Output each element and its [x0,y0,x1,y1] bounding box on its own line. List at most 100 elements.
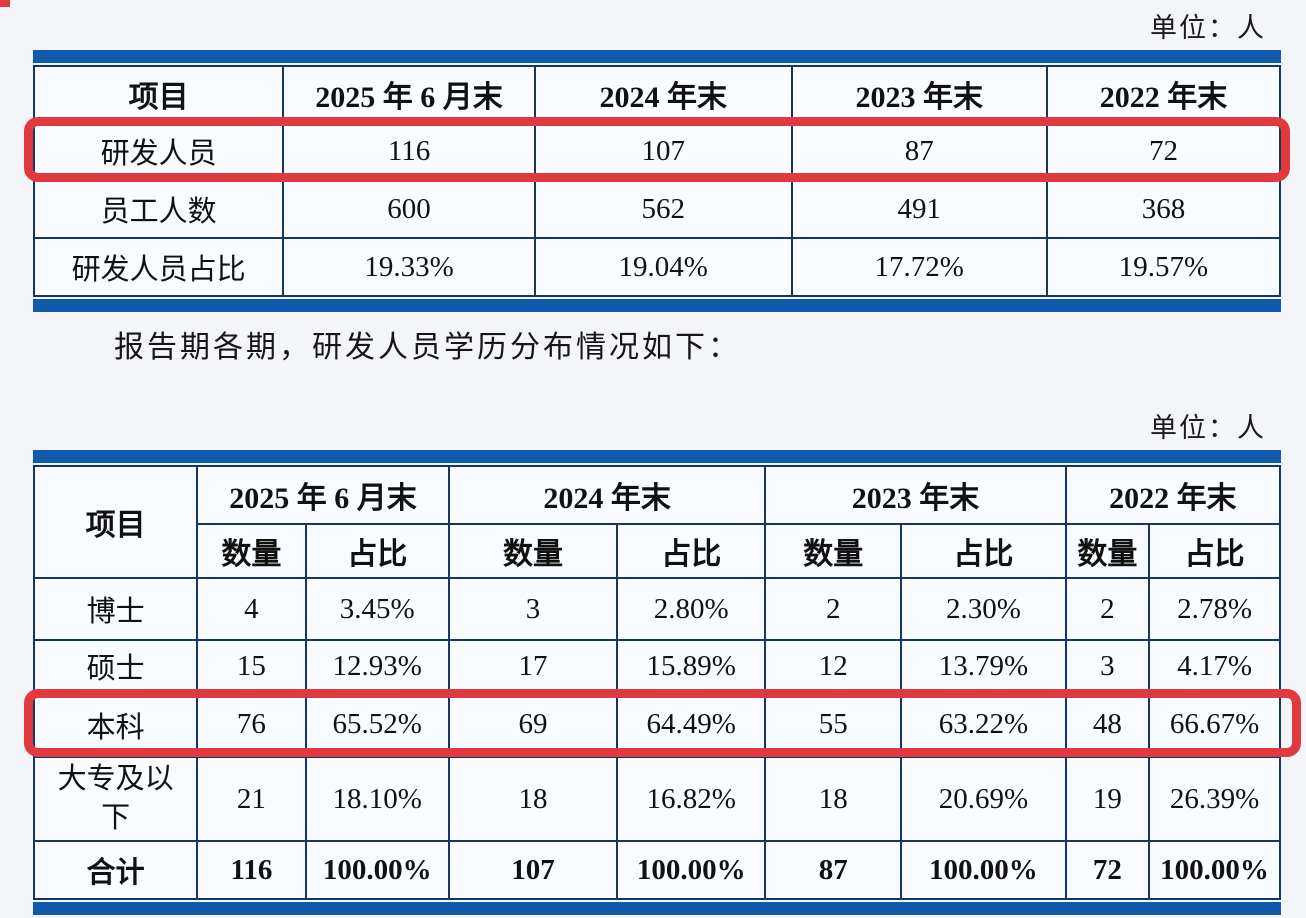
cell-value: 17 [447,639,619,693]
cell-value: 19.33% [282,237,536,297]
cell-value: 13.79% [900,639,1067,693]
cell-value: 3 [447,577,619,641]
row-label: 研发人员占比 [32,237,285,297]
cell-value: 12 [764,639,903,693]
cell-value: 4.17% [1148,639,1281,693]
cell-value: 368 [1045,179,1282,239]
cell-value: 17.72% [790,237,1048,297]
header-2025h1: 2025 年 6 月末 [196,465,450,525]
cell-value: 21 [196,755,307,843]
cell-value: 63.22% [900,691,1067,758]
subheader-ratio: 占比 [1148,523,1281,579]
education-distribution-table: 项目 2025 年 6 月末 2024 年末 2023 年末 2022 年末 数… [32,450,1282,916]
cell-value: 87 [764,840,903,901]
cell-value: 100.00% [304,840,450,901]
rd-personnel-table: 项目 2025 年 6 月末 2024 年末 2023 年末 2022 年末 研… [32,50,1282,312]
cell-value: 69 [447,691,619,758]
red-annotation-fragment [0,0,10,7]
cell-value: 87 [790,121,1048,181]
table-row-doctorate: 博士 4 3.45% 3 2.80% 2 2.30% 2 2.78% [32,577,1281,641]
row-label: 硕士 [32,639,199,693]
row-label: 大专及以下 [32,755,199,843]
subheader-ratio: 占比 [616,523,767,579]
cell-value: 600 [282,179,536,239]
subheader-ratio: 占比 [304,523,450,579]
section-paragraph: 报告期各期，研发人员学历分布情况如下： [114,331,741,364]
subheader-count: 数量 [764,523,903,579]
table-row-rd-ratio: 研发人员占比 19.33% 19.04% 17.72% 19.57% [32,237,1282,297]
unit-label-table2: 单位：人 [1150,413,1266,443]
cell-value: 15.89% [616,639,767,693]
cell-value: 19 [1064,755,1151,843]
cell-value: 2.30% [900,577,1067,641]
cell-value: 116 [282,121,536,181]
row-label-text: 大专及以下 [57,763,174,835]
unit-label-table1: 单位：人 [1150,13,1266,43]
cell-value: 107 [533,121,793,181]
cell-value: 66.67% [1148,691,1281,758]
cell-value: 20.69% [900,755,1067,843]
row-label: 合计 [32,840,199,901]
cell-value: 2.78% [1148,577,1281,641]
header-item: 项目 [32,65,285,123]
cell-value: 2 [1064,577,1151,641]
table-row-bachelor: 本科 76 65.52% 69 64.49% 55 63.22% 48 66.6… [32,691,1281,758]
cell-value: 100.00% [1148,840,1281,901]
cell-value: 16.82% [616,755,767,843]
cell-value: 18 [447,755,619,843]
subheader-count: 数量 [1064,523,1151,579]
cell-value: 12.93% [304,639,450,693]
cell-value: 18 [764,755,903,843]
cell-value: 100.00% [900,840,1067,901]
cell-value: 2 [764,577,903,641]
cell-value: 3.45% [304,577,450,641]
cell-value: 3 [1064,639,1151,693]
row-label: 研发人员 [32,121,285,181]
cell-value: 100.00% [616,840,767,901]
cell-value: 65.52% [304,691,450,758]
row-label: 本科 [32,691,199,758]
header-2024: 2024 年末 [533,65,793,123]
table-bottom-border [33,299,1281,312]
subheader-ratio: 占比 [900,523,1067,579]
table-year-header-row: 项目 2025 年 6 月末 2024 年末 2023 年末 2022 年末 [32,465,1282,579]
subheader-count: 数量 [196,523,307,579]
table-bottom-border [33,902,1281,916]
header-2023: 2023 年末 [764,465,1067,525]
table-row-master: 硕士 15 12.93% 17 15.89% 12 13.79% 3 4.17% [32,639,1281,693]
header-2023: 2023 年末 [790,65,1048,123]
cell-value: 2.80% [616,577,767,641]
cell-value: 26.39% [1148,755,1281,843]
cell-value: 64.49% [616,691,767,758]
cell-value: 4 [196,577,307,641]
header-2025h1: 2025 年 6 月末 [282,65,536,123]
table-header-row: 项目 2025 年 6 月末 2024 年末 2023 年末 2022 年末 [32,65,1282,123]
row-label: 员工人数 [32,179,285,239]
cell-value: 15 [196,639,307,693]
table-row-employees: 员工人数 600 562 491 368 [32,179,1282,239]
cell-value: 18.10% [304,755,450,843]
row-label: 博士 [32,577,199,641]
cell-value: 491 [790,179,1048,239]
table-row-total: 合计 116 100.00% 107 100.00% 87 100.00% 72… [32,840,1281,901]
table-top-border [33,50,1281,63]
cell-value: 48 [1064,691,1151,758]
cell-value: 55 [764,691,903,758]
cell-value: 562 [533,179,793,239]
cell-value: 72 [1064,840,1151,901]
header-2024: 2024 年末 [447,465,767,525]
table-subheader-row: 数量 占比 数量 占比 数量 占比 数量 占比 [34,523,1281,579]
cell-value: 76 [196,691,307,758]
header-2022: 2022 年末 [1064,465,1282,525]
cell-value: 72 [1045,121,1282,181]
cell-value: 116 [196,840,307,901]
cell-value: 107 [447,840,619,901]
table-row-college-below: 大专及以下 21 18.10% 18 16.82% 18 20.69% 19 2… [32,755,1281,843]
header-item: 项目 [32,465,199,579]
cell-value: 19.04% [533,237,793,297]
header-2022: 2022 年末 [1045,65,1282,123]
subheader-count: 数量 [447,523,619,579]
table-top-border [33,450,1281,463]
cell-value: 19.57% [1045,237,1282,297]
table-row-rd-staff: 研发人员 116 107 87 72 [32,121,1282,181]
